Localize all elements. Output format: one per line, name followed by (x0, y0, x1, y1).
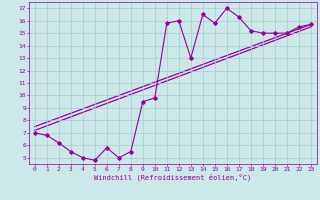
X-axis label: Windchill (Refroidissement éolien,°C): Windchill (Refroidissement éolien,°C) (94, 173, 252, 181)
